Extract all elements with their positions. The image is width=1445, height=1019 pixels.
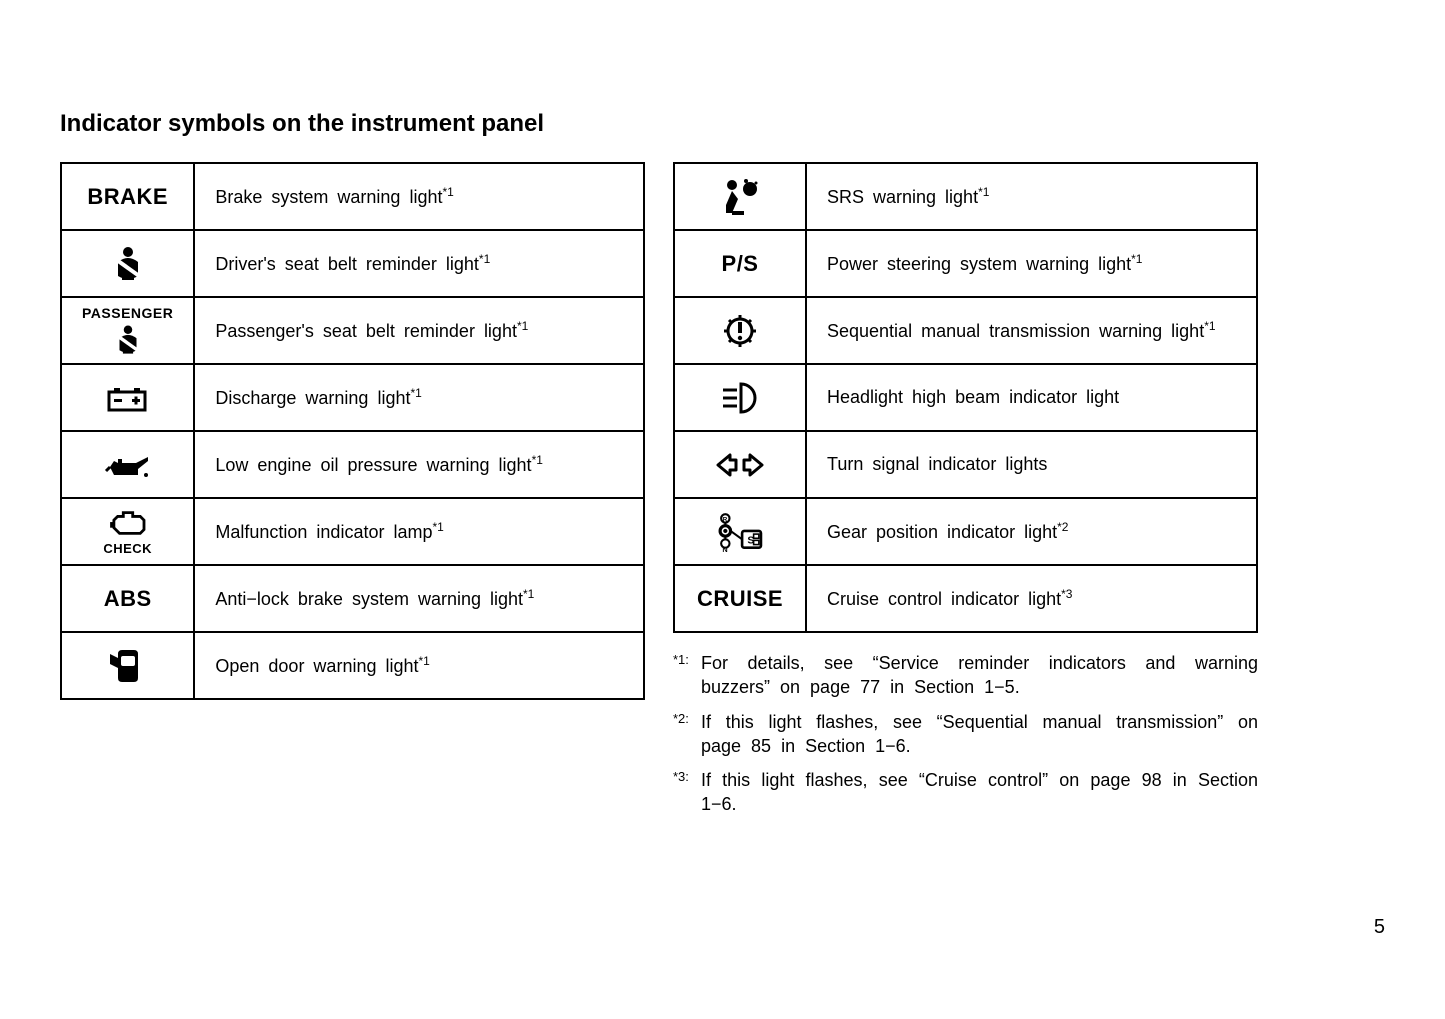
indicator-row: Sequential manual transmission warning l… [674,297,1257,364]
footnote: *1:For details, see “Service reminder in… [673,651,1258,700]
footnote: *3:If this light flashes, see “Cruise co… [673,768,1258,817]
page-number: 5 [1374,916,1385,939]
indicator-symbol-cell: P/S [674,230,806,297]
indicator-row: P/SPower steering system warning light*1 [674,230,1257,297]
indicator-symbol-cell [61,431,194,498]
oil-can-icon [82,449,173,481]
seatbelt-passenger-icon [82,323,173,357]
indicator-symbol-cell [674,364,806,431]
indicator-symbol-cell [61,230,194,297]
indicator-description: Open door warning light*1 [194,632,644,699]
gear-position-icon [695,510,785,554]
footnote: *2:If this light flashes, see “Sequentia… [673,710,1258,759]
indicator-symbol-cell [674,498,806,565]
footnote-mark: *1: [673,651,701,700]
indicator-description: Low engine oil pressure warning light*1 [194,431,644,498]
indicator-symbol-cell: CRUISE [674,565,806,632]
indicator-description: Passenger's seat belt reminder light*1 [194,297,644,364]
indicator-description: Anti−lock brake system warning light*1 [194,565,644,632]
indicator-row: CRUISECruise control indicator light*3 [674,565,1257,632]
footnote-text: For details, see “Service reminder indic… [701,651,1258,700]
open-door-icon [82,646,173,686]
indicator-description: Malfunction indicator lamp*1 [194,498,644,565]
indicator-symbol-cell: CHECK [61,498,194,565]
indicator-row: Headlight high beam indicator light [674,364,1257,431]
indicator-description: Power steering system warning light*1 [806,230,1257,297]
footnote-text: If this light flashes, see “Cruise contr… [701,768,1258,817]
indicator-row: PASSENGER Passenger's seat belt reminder … [61,297,644,364]
indicator-description: Driver's seat belt reminder light*1 [194,230,644,297]
srs-icon [695,177,785,217]
indicator-description: Turn signal indicator lights [806,431,1257,498]
indicator-columns: BRAKEBrake system warning light*1Driver'… [60,162,1385,827]
footnotes: *1:For details, see “Service reminder in… [673,651,1258,817]
indicator-symbol-cell: BRAKE [61,163,194,230]
indicator-row: CHECK Malfunction indicator lamp*1 [61,498,644,565]
turn-signals-icon [695,445,785,485]
indicator-symbol-cell [61,364,194,431]
indicator-row: Discharge warning light*1 [61,364,644,431]
check-label: CHECK [82,541,173,556]
high-beam-icon [695,378,785,418]
battery-icon [82,382,173,414]
right-indicator-table: SRS warning light*1P/SPower steering sys… [673,162,1258,633]
footnote-mark: *3: [673,768,701,817]
engine-check-icon [82,507,173,539]
indicator-row: Gear position indicator light*2 [674,498,1257,565]
indicator-row: Low engine oil pressure warning light*1 [61,431,644,498]
indicator-description: Sequential manual transmission warning l… [806,297,1257,364]
indicator-description: Cruise control indicator light*3 [806,565,1257,632]
passenger-label: PASSENGER [82,305,173,321]
indicator-description: Discharge warning light*1 [194,364,644,431]
indicator-symbol-cell: ABS [61,565,194,632]
left-column: BRAKEBrake system warning light*1Driver'… [60,162,645,700]
indicator-description: Gear position indicator light*2 [806,498,1257,565]
indicator-row: BRAKEBrake system warning light*1 [61,163,644,230]
indicator-symbol-cell [674,431,806,498]
indicator-description: Headlight high beam indicator light [806,364,1257,431]
page-heading: Indicator symbols on the instrument pane… [60,110,1385,138]
indicator-row: ABSAnti−lock brake system warning light*… [61,565,644,632]
indicator-row: Open door warning light*1 [61,632,644,699]
indicator-description: Brake system warning light*1 [194,163,644,230]
indicator-symbol-cell [674,297,806,364]
footnote-mark: *2: [673,710,701,759]
indicator-symbol-cell: PASSENGER [61,297,194,364]
indicator-row: Turn signal indicator lights [674,431,1257,498]
indicator-row: SRS warning light*1 [674,163,1257,230]
seatbelt-driver-icon [82,244,173,284]
indicator-description: SRS warning light*1 [806,163,1257,230]
indicator-row: Driver's seat belt reminder light*1 [61,230,644,297]
right-column: SRS warning light*1P/SPower steering sys… [673,162,1258,827]
indicator-symbol-cell [674,163,806,230]
indicator-symbol-cell [61,632,194,699]
footnote-text: If this light flashes, see “Sequential m… [701,710,1258,759]
left-indicator-table: BRAKEBrake system warning light*1Driver'… [60,162,645,700]
gear-warning-icon [695,311,785,351]
